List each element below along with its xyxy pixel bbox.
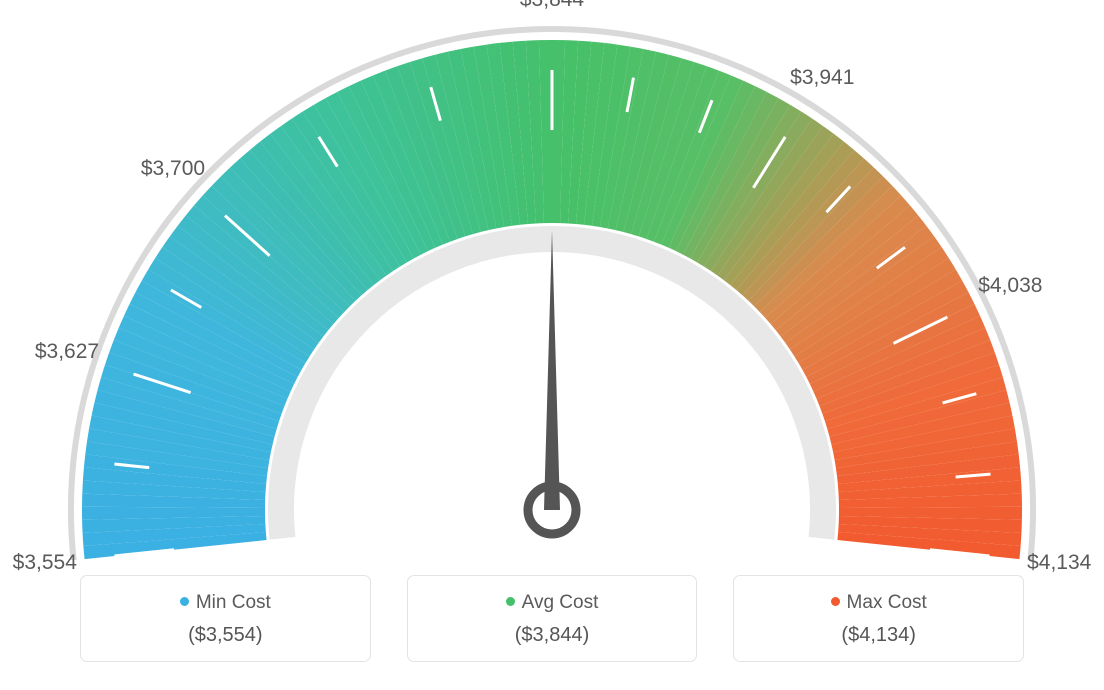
gauge-svg <box>0 0 1104 560</box>
summary-cards: Min Cost ($3,554) Avg Cost ($3,844) Max … <box>80 575 1024 662</box>
max-dot-icon <box>831 597 840 606</box>
max-cost-label: Max Cost <box>847 592 927 613</box>
scale-label: $3,554 <box>13 551 77 575</box>
min-dot-icon <box>180 597 189 606</box>
scale-label: $3,627 <box>35 340 99 364</box>
min-cost-label: Min Cost <box>196 592 271 613</box>
avg-cost-label: Avg Cost <box>522 592 599 613</box>
min-cost-value: ($3,554) <box>91 624 360 647</box>
gauge-chart: $3,554$3,627$3,700$3,844$3,941$4,038$4,1… <box>0 0 1104 560</box>
avg-cost-title: Avg Cost <box>418 592 687 614</box>
max-cost-card: Max Cost ($4,134) <box>733 575 1024 662</box>
scale-label: $3,941 <box>790 66 854 90</box>
avg-cost-card: Avg Cost ($3,844) <box>407 575 698 662</box>
max-cost-title: Max Cost <box>744 592 1013 614</box>
scale-label: $3,844 <box>520 0 584 12</box>
max-cost-value: ($4,134) <box>744 624 1013 647</box>
scale-label: $3,700 <box>141 157 205 181</box>
min-cost-card: Min Cost ($3,554) <box>80 575 371 662</box>
avg-cost-value: ($3,844) <box>418 624 687 647</box>
scale-label: $4,038 <box>978 274 1042 298</box>
avg-dot-icon <box>506 597 515 606</box>
min-cost-title: Min Cost <box>91 592 360 614</box>
scale-label: $4,134 <box>1027 551 1091 575</box>
